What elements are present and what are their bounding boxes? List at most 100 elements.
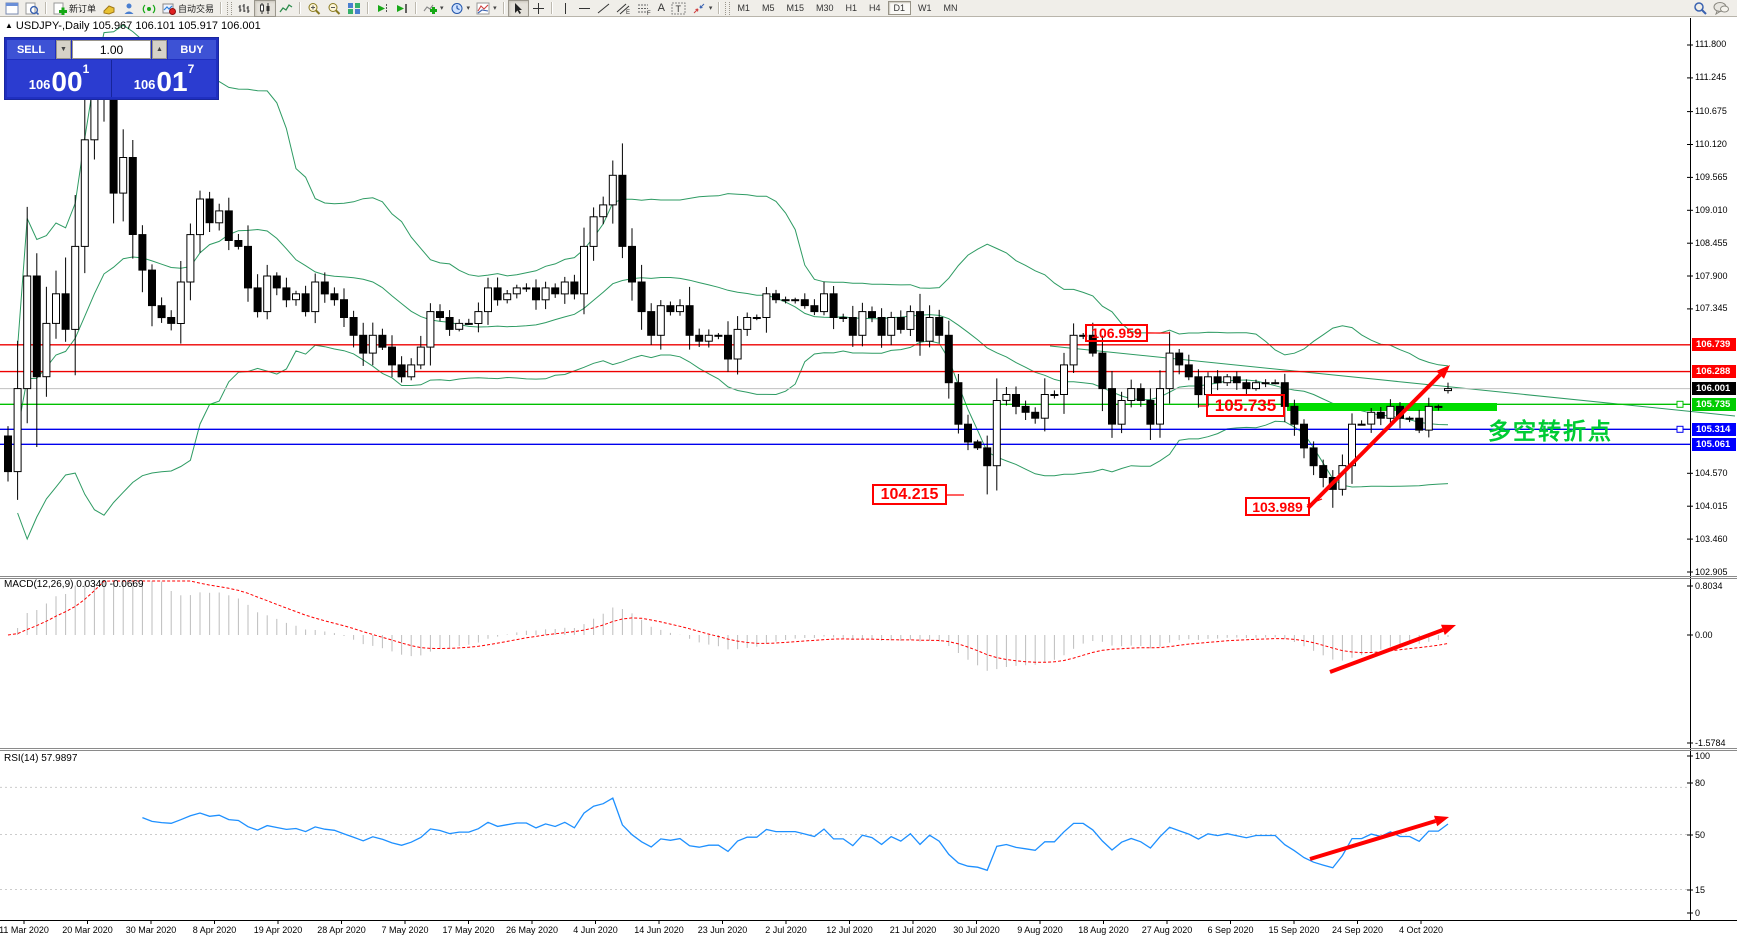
- candlestick-icon: [260, 2, 270, 14]
- fibonacci-tool[interactable]: F: [634, 1, 655, 16]
- date-axis-label: 24 Sep 2020: [1331, 925, 1384, 935]
- new-order-button[interactable]: 新订单: [50, 1, 99, 16]
- volume-decrease-stepper[interactable]: ▼: [56, 40, 71, 59]
- drawn-arrows[interactable]: [946, 332, 1456, 861]
- timeframe-button-D1[interactable]: D1: [887, 1, 912, 15]
- periods-button[interactable]: ▾: [447, 1, 474, 16]
- tile-windows-button[interactable]: [344, 1, 364, 16]
- date-axis-label: 19 Apr 2020: [253, 925, 303, 935]
- zoom-in-icon: [308, 2, 321, 15]
- price-axis-tick-110.675: 110.675: [1695, 106, 1727, 116]
- bar-chart-button[interactable]: [234, 1, 254, 16]
- buy-price[interactable]: 106 01 7: [112, 60, 216, 97]
- line-handle[interactable]: [1676, 425, 1684, 433]
- text-label-tool[interactable]: T: [668, 1, 689, 16]
- line-chart-button[interactable]: [276, 1, 296, 16]
- timeframe-button-M15[interactable]: M15: [786, 3, 804, 13]
- line-handle[interactable]: [1676, 400, 1684, 408]
- history-center-button[interactable]: [99, 1, 119, 16]
- price-annotation-106.959[interactable]: 106.959: [1085, 324, 1148, 342]
- macd-axis-tick-0.8034: 0.8034: [1695, 580, 1723, 591]
- new-order-icon: [53, 2, 67, 15]
- chat-icon[interactable]: [1713, 1, 1729, 15]
- market-watch-button[interactable]: [22, 1, 42, 16]
- search-icon[interactable]: [1693, 1, 1707, 15]
- bull-bear-turning-point-note[interactable]: 多空转折点: [1488, 418, 1613, 444]
- rsi-axis-tick-80: 80: [1695, 777, 1706, 788]
- timeframe-button-H1[interactable]: H1: [845, 3, 858, 13]
- trendline-tool[interactable]: [594, 1, 613, 16]
- date-axis-label: 26 May 2020: [505, 925, 559, 935]
- tile-windows-icon: [348, 2, 361, 14]
- auto-scroll-button[interactable]: [372, 1, 392, 16]
- trend-arrow[interactable]: [1306, 373, 1442, 510]
- one-click-trading-panel: SELL ▼ 1.00 ▲ BUY 106 00 1 106 01 7: [4, 37, 219, 100]
- price-axis-tick-107.900: 107.900: [1695, 271, 1728, 281]
- cursor-icon: [514, 2, 522, 14]
- indicators-button[interactable]: ▾: [420, 1, 447, 16]
- chart-shift-button[interactable]: [392, 1, 412, 16]
- buy-button[interactable]: BUY: [168, 40, 216, 59]
- auto-scroll-icon: [378, 3, 388, 13]
- macd-label: MACD(12,26,9) 0.0340 -0.0669: [4, 579, 144, 590]
- timeframe-button-M30[interactable]: M30: [815, 3, 834, 13]
- auto-trading-button[interactable]: 自动交易: [159, 1, 217, 16]
- sell-button[interactable]: SELL: [7, 40, 55, 59]
- zoom-out-button[interactable]: [324, 1, 344, 16]
- level-lines[interactable]: [0, 344, 1690, 445]
- macd-axis-tick--1.5784: -1.5784: [1695, 737, 1726, 748]
- price-annotation-105.735[interactable]: 105.735: [1206, 394, 1285, 417]
- date-axis-label: 30 Jul 2020: [953, 925, 1000, 935]
- horizontal-line-tool[interactable]: [575, 1, 594, 16]
- vertical-line-tool[interactable]: [556, 1, 575, 16]
- trend-arrow[interactable]: [1309, 819, 1437, 861]
- arrows-tool[interactable]: ▾: [689, 1, 716, 16]
- templates-button[interactable]: ▾: [473, 1, 500, 16]
- date-axis-label: 21 Jul 2020: [889, 925, 937, 935]
- cursor-tool-button[interactable]: [507, 0, 529, 17]
- price-annotation-104.215[interactable]: 104.215: [872, 484, 947, 505]
- price-axis-tick-109.010: 109.010: [1695, 205, 1728, 215]
- crosshair-tool-button[interactable]: [529, 1, 548, 16]
- signal-icon: [142, 4, 156, 13]
- date-axis-label: 15 Sep 2020: [1268, 925, 1320, 935]
- separator: [220, 2, 223, 14]
- candlesticks[interactable]: [4, 40, 1452, 508]
- channel-tool[interactable]: E: [613, 1, 634, 16]
- bollinger-bands: [17, 24, 1449, 541]
- zoom-out-icon: [328, 2, 341, 15]
- vertical-line-icon: [564, 2, 566, 14]
- date-axis-label: 18 Aug 2020: [1078, 925, 1129, 935]
- dropdown-caret: ▾: [466, 5, 471, 12]
- symbol-ohlc-text: USDJPY-,Daily 105.967 106.101 105.917 10…: [15, 20, 261, 32]
- text-tool[interactable]: A: [655, 1, 668, 16]
- zoom-in-button[interactable]: [304, 1, 324, 16]
- timeframe-button-M1[interactable]: M1: [737, 3, 750, 13]
- separator: [550, 2, 553, 14]
- price-annotation-103.989[interactable]: 103.989: [1245, 497, 1310, 516]
- publisher-button[interactable]: [119, 1, 139, 16]
- rsi-axis-tick-100: 100: [1695, 750, 1711, 761]
- signals-button[interactable]: [139, 1, 159, 16]
- sell-price[interactable]: 106 00 1: [7, 60, 112, 97]
- line-handles[interactable]: [1676, 400, 1684, 433]
- chart-shift-icon: [397, 3, 407, 13]
- trend-arrow[interactable]: [1329, 628, 1444, 674]
- timeframe-button-H4[interactable]: H4: [869, 3, 881, 13]
- rsi-axis-tick-15: 15: [1695, 884, 1706, 895]
- price-axis-tick-104.570: 104.570: [1695, 468, 1728, 478]
- window-icon: [5, 2, 19, 14]
- timeframe-button-W1[interactable]: W1: [918, 3, 932, 13]
- main-toolbar: 新订单 自动交易 ▾ ▾ ▾ E F A T ▾ M1 M5 M15 M30 H1 H4 D…: [0, 0, 1737, 17]
- volume-increase-stepper[interactable]: ▲: [152, 40, 167, 59]
- timeframe-button-MN[interactable]: MN: [943, 3, 958, 13]
- timeframe-button-M5[interactable]: M5: [761, 3, 775, 13]
- candlestick-chart-button[interactable]: [254, 0, 277, 17]
- volume-input[interactable]: 1.00: [72, 40, 151, 59]
- rsi-axis-tick-50: 50: [1695, 829, 1706, 840]
- buy-price-main: 106: [133, 77, 156, 92]
- charts-window-button[interactable]: [2, 1, 22, 16]
- date-axis-label: 4 Oct 2020: [1398, 925, 1444, 935]
